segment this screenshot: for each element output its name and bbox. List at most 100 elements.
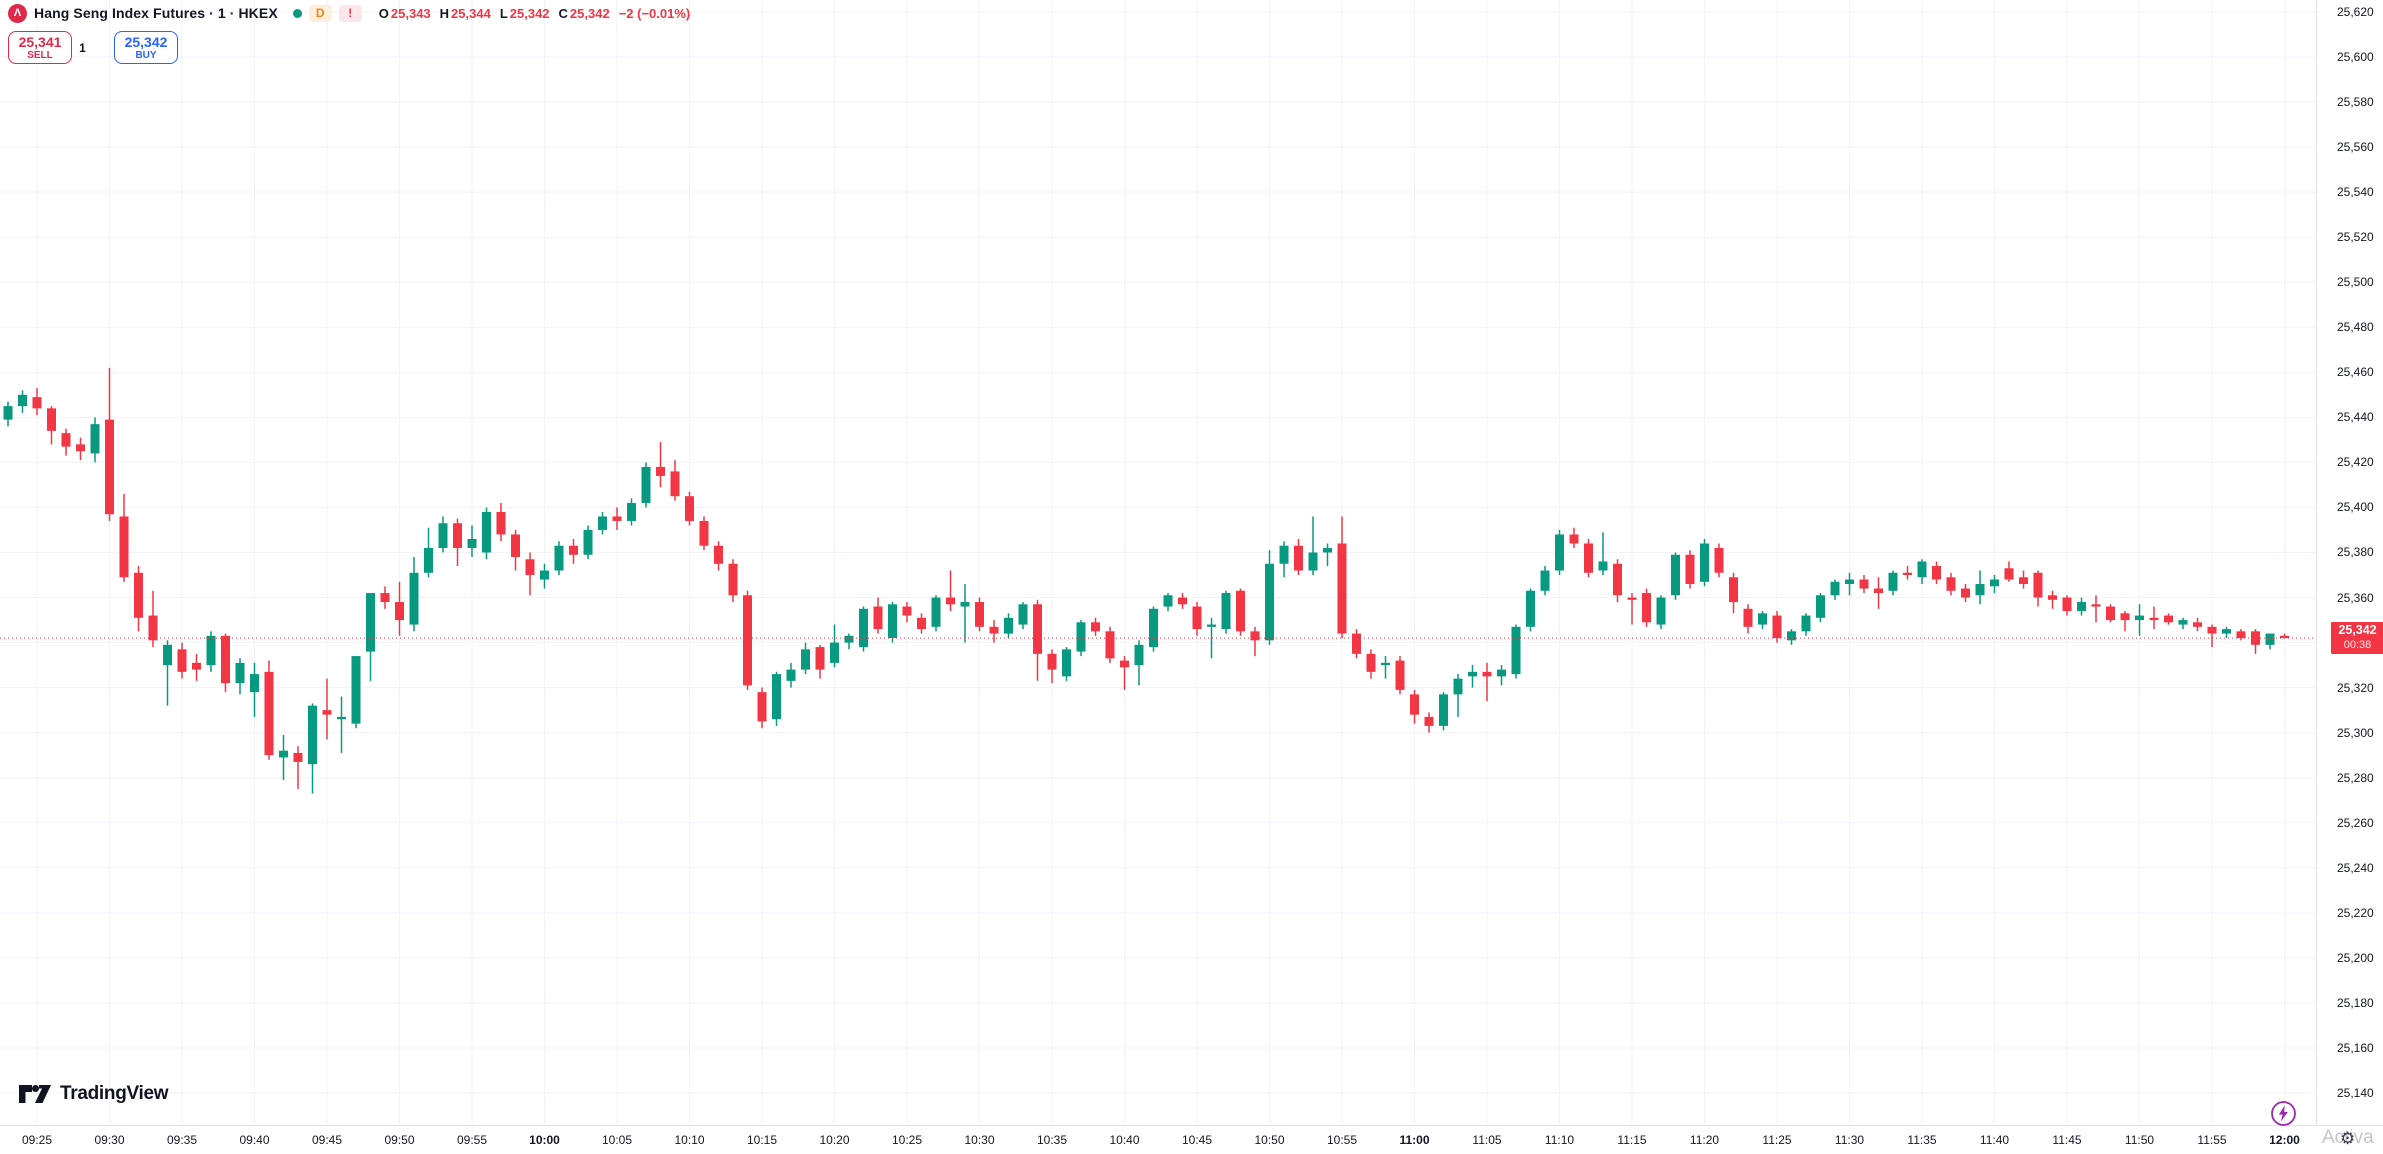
- candle-body: [482, 511, 491, 553]
- candle-body: [931, 597, 941, 627]
- candle-body: [2207, 626, 2217, 634]
- time-tick-label: 10:10: [674, 1133, 705, 1147]
- candle-body: [670, 471, 680, 497]
- candle-body: [1453, 678, 1463, 695]
- candle-body: [1700, 543, 1709, 582]
- time-tick-label: 10:30: [964, 1133, 995, 1147]
- candle-body: [2222, 629, 2231, 634]
- candle-body: [1323, 547, 1332, 553]
- candle-body: [2062, 597, 2072, 612]
- candle-body: [496, 511, 506, 535]
- candle-body: [1134, 644, 1144, 666]
- candle-body: [1091, 622, 1100, 632]
- candle-body: [380, 593, 390, 603]
- candle-body: [1395, 660, 1405, 690]
- candle-body: [583, 529, 593, 555]
- time-tick-label: 09:45: [311, 1133, 343, 1147]
- tradingview-logo[interactable]: TradingView: [18, 1082, 169, 1106]
- candle-body: [2178, 620, 2188, 625]
- time-tick-label: 09:55: [456, 1133, 488, 1147]
- open-label: O: [378, 5, 389, 21]
- candle-body: [554, 545, 564, 571]
- high-value: 25,344: [451, 5, 491, 21]
- candle-body: [1439, 694, 1448, 726]
- price-tick-label: 25,620: [2337, 5, 2374, 19]
- candle-body: [61, 433, 71, 447]
- candle-body: [1859, 579, 1869, 589]
- time-tick-label: 09:30: [94, 1133, 125, 1147]
- quantity-field[interactable]: 1: [79, 40, 86, 55]
- buy-button[interactable]: 25,342 BUY: [114, 31, 178, 64]
- candle-body: [1627, 597, 1637, 600]
- candle-body: [1743, 608, 1753, 627]
- candle-body: [1569, 534, 1579, 544]
- current-price-value: 25,342: [2338, 623, 2377, 638]
- delayed-data-badge[interactable]: D: [308, 4, 332, 22]
- candle-body: [772, 674, 781, 720]
- candle-body: [960, 602, 970, 607]
- candle-body: [1424, 716, 1434, 726]
- time-tick-label: 10:45: [1181, 1133, 1213, 1147]
- candle-body: [1729, 577, 1738, 603]
- candle-body: [1801, 615, 1811, 632]
- sell-button[interactable]: 25,341 SELL: [8, 31, 72, 64]
- price-tick-label: 25,420: [2337, 455, 2374, 470]
- candle-body: [1584, 543, 1593, 573]
- candle-body: [641, 466, 651, 503]
- time-axis-settings-gear-icon[interactable]: ⚙: [2340, 1129, 2356, 1148]
- time-tick-label: 09:40: [239, 1133, 270, 1147]
- price-tick-label: 25,520: [2337, 230, 2374, 245]
- candle-body: [293, 752, 303, 762]
- candle-body: [221, 635, 230, 684]
- candle-body: [1555, 534, 1564, 571]
- instant-trading-icon[interactable]: [2270, 1100, 2297, 1127]
- chart-pane[interactable]: [0, 0, 2316, 1125]
- time-tick-label: 11:50: [2124, 1133, 2155, 1147]
- data-alert-badge[interactable]: !: [338, 4, 362, 22]
- candle-body: [409, 572, 419, 625]
- candle-body: [699, 520, 709, 546]
- candle-body: [424, 547, 433, 573]
- market-status-icon[interactable]: [292, 8, 302, 18]
- candle-body: [511, 534, 520, 558]
- time-tick-label: 11:05: [1472, 1133, 1502, 1147]
- time-tick-label: 11:00: [1399, 1133, 1430, 1147]
- time-axis[interactable]: 09:25 09:30 09:35 09:40 09:45 09:50 09:55 10:00…: [0, 1125, 2383, 1154]
- price-tick-label: 25,540: [2337, 185, 2374, 200]
- price-tick-label: 25,160: [2337, 1040, 2374, 1055]
- candle-body: [1656, 597, 1666, 625]
- candle-body: [2120, 613, 2130, 621]
- candle-body: [1758, 613, 1767, 625]
- candle-body: [1018, 604, 1028, 625]
- candle-body: [2135, 615, 2144, 621]
- price-tick-label: 25,380: [2337, 545, 2374, 560]
- candle-body: [264, 671, 274, 756]
- candle-body: [815, 647, 825, 670]
- time-tick-label: 12:00: [2269, 1133, 2300, 1147]
- candle-body: [656, 466, 665, 476]
- candle-body: [1787, 631, 1796, 641]
- close-value: 25,342: [569, 5, 610, 21]
- candle-body: [714, 545, 723, 564]
- price-tick-label: 25,500: [2337, 275, 2374, 290]
- candle-body: [1062, 649, 1071, 677]
- candle-body: [1874, 588, 1883, 594]
- price-tick-label: 25,220: [2337, 905, 2374, 920]
- candle-body: [1482, 671, 1492, 677]
- price-tick-label: 25,280: [2337, 770, 2374, 785]
- candle-body: [177, 649, 187, 672]
- buy-price: 25,342: [124, 33, 168, 50]
- tradingview-logo-text: TradingView: [60, 1083, 169, 1104]
- price-axis[interactable]: 25,140 25,160 25,180 25,200 25,220 25,240 25,2…: [2316, 0, 2383, 1125]
- candle-body: [902, 606, 912, 616]
- high-label: H: [439, 5, 450, 21]
- candle-body: [90, 424, 100, 454]
- candle-body: [47, 408, 56, 431]
- candle-body: [1540, 570, 1550, 591]
- candle-body: [1236, 590, 1245, 632]
- time-tick-label: 11:55: [2197, 1133, 2227, 1147]
- candle-body: [685, 496, 694, 521]
- symbol-title[interactable]: Hang Seng Index Futures · 1 · HKEX: [34, 5, 278, 21]
- candle-body: [2048, 595, 2057, 600]
